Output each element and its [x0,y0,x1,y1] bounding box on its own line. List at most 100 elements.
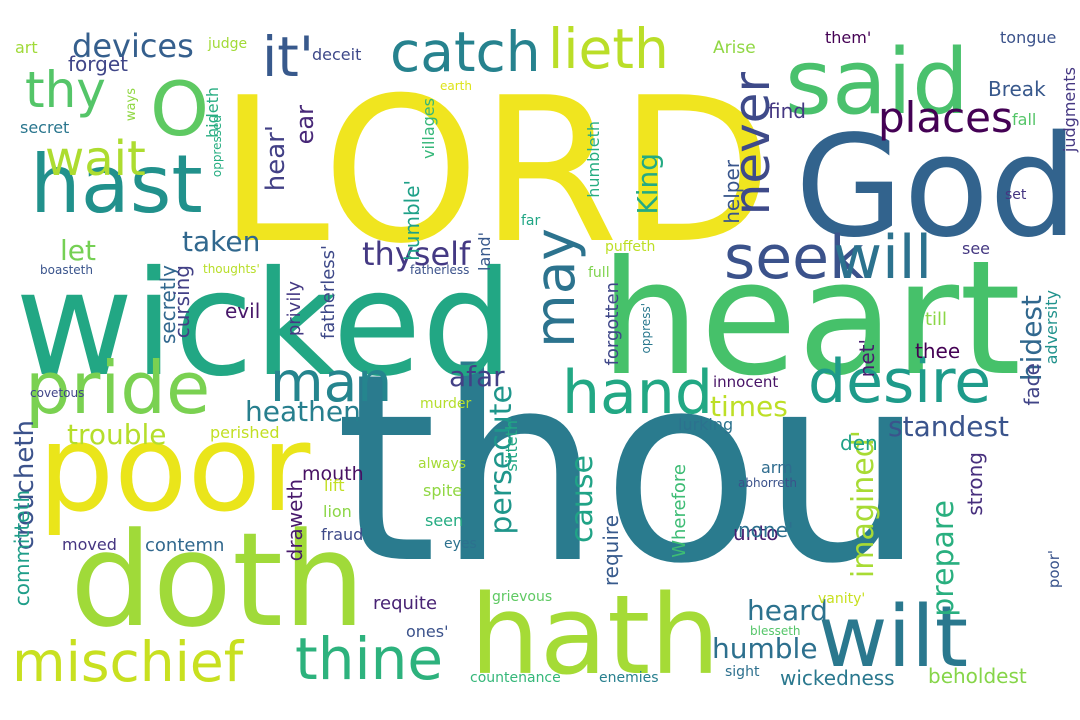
cloud-word: wicked [15,240,514,409]
cloud-word: heart [600,227,1022,411]
cloud-word: forget [68,52,128,76]
cloud-word: may [523,228,587,348]
cloud-word: den [840,431,878,455]
cloud-word: cause [565,455,600,543]
cloud-word: prepare [926,500,961,617]
cloud-word: thee [915,339,961,363]
cloud-word: mouth [302,463,364,485]
cloud-word: cursing [170,265,194,339]
cloud-word: helper [720,160,744,224]
cloud-word: requite [373,593,438,614]
cloud-word: standest [888,410,1010,443]
cloud-word: perished [210,423,280,442]
cloud-word: villages [419,98,438,159]
cloud-word: will [833,223,933,293]
cloud-word: always [418,456,467,472]
cloud-word: humble' [400,180,424,261]
cloud-word: humble [712,632,818,665]
cloud-word: till [925,309,948,330]
cloud-word: require [599,515,623,587]
cloud-word: tongue [1000,28,1057,47]
cloud-word: fraud [321,525,364,544]
cloud-word: countenance [470,670,561,686]
cloud-word: ones' [406,622,449,641]
cloud-word: sight [725,664,760,680]
cloud-word: wickedness [780,666,895,690]
cloud-word: judgments [1060,67,1079,153]
cloud-word: it' [262,25,314,89]
cloud-word: privily [284,281,305,337]
cloud-word: lion [323,502,352,521]
cloud-word: devices [72,27,194,65]
cloud-word: puffeth [605,239,656,255]
cloud-word: vanity' [818,591,866,607]
cloud-word: sitteth [502,420,521,472]
cloud-word: Break [988,77,1046,101]
cloud-word: boasteth [40,263,93,277]
cloud-word: hast [30,138,203,231]
cloud-word: spite [423,481,463,500]
cloud-word: set [1005,187,1027,203]
cloud-word: strong [963,452,987,516]
cloud-word: fatherless [410,263,470,277]
cloud-word: moved [62,535,117,554]
cloud-word: times [710,390,788,423]
cloud-word: deceit [312,45,362,64]
cloud-word: wait [45,131,146,187]
cloud-word: arm [761,458,793,477]
cloud-word: said [785,30,970,135]
cloud-word: seen [425,511,464,530]
cloud-word: poor' [1045,550,1063,589]
cloud-word: land' [475,232,494,271]
cloud-word: Wherefore [669,464,690,558]
cloud-word: grievous [492,589,553,605]
cloud-word: ways [124,88,139,122]
cloud-word: hand [562,358,713,428]
cloud-word: oppressed [210,115,224,178]
cloud-word: thy [25,61,106,119]
cloud-word: net' [855,339,879,378]
cloud-word: full [588,265,610,281]
cloud-word: O [150,65,210,153]
cloud-word: thyself [362,235,471,273]
cloud-word: committeth [10,490,34,607]
cloud-word: man [270,350,393,414]
cloud-word: trouble [67,418,167,451]
cloud-word: adversity [1042,290,1061,365]
cloud-word: beholdest [928,664,1027,688]
cloud-word: earth [440,79,472,93]
cloud-word: thoughts' [203,262,260,276]
cloud-word: oppress' [639,303,653,354]
cloud-word: unto [733,521,779,545]
cloud-word: none' [738,518,794,542]
cloud-word: seek [724,223,864,293]
cloud-word: face [1020,363,1044,406]
cloud-word: covetous [30,386,85,400]
cloud-word: fall [1012,110,1037,129]
cloud-word: find [768,99,806,123]
cloud-word: heathen [245,395,361,428]
cloud-word: ear [291,105,319,145]
cloud-word: God [794,106,1078,269]
cloud-word: forgotten [602,282,623,366]
cloud-word: afar [449,360,505,393]
cloud-word: mischief [12,630,244,694]
cloud-word: fatherless' [318,245,339,340]
cloud-word: thou [335,319,926,621]
cloud-word: lieth [548,17,669,81]
cloud-word: see [962,239,991,258]
cloud-word: abhorreth [738,476,798,490]
cloud-word: hear' [261,125,291,192]
cloud-word: eyes [444,536,477,552]
cloud-word: doth [70,504,366,656]
cloud-word: enemies [599,670,659,686]
cloud-word: secret [20,118,70,137]
cloud-word: hath [470,571,720,699]
cloud-word: them' [825,28,872,47]
cloud-word: poor [38,400,311,539]
cloud-word: evil [225,299,261,323]
cloud-word: murder [420,396,472,412]
cloud-word: let [60,234,96,267]
cloud-word: thine [295,625,444,693]
